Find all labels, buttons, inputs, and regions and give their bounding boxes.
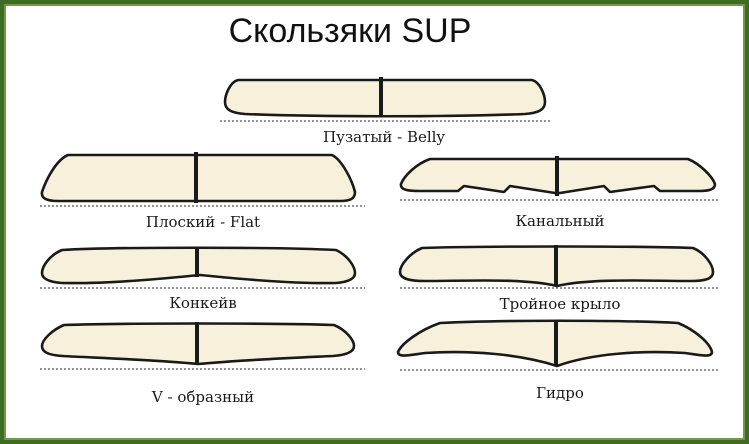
page-title: Скользяки SUP	[228, 12, 472, 50]
profile-flat: Плоский - Flat	[40, 152, 365, 231]
board-shape	[223, 78, 547, 118]
board-shape	[40, 153, 357, 203]
label-belly: Пузатый - Belly	[323, 128, 445, 146]
profile-hydro: Гидро	[396, 319, 720, 402]
profile-vee: V - образный	[40, 322, 365, 406]
label-channel: Канальный	[515, 212, 604, 230]
profile-triple-wing: Тройное крыло	[398, 245, 720, 313]
label-hydro: Гидро	[536, 384, 584, 402]
profile-belly: Пузатый - Belly	[220, 77, 550, 146]
label-concave: Конкейв	[169, 294, 236, 312]
profile-channel: Канальный	[399, 156, 720, 230]
label-flat: Плоский - Flat	[146, 213, 260, 231]
label-vee: V - образный	[151, 388, 254, 406]
label-triple-wing: Тройное крыло	[500, 295, 621, 313]
profile-concave: Конкейв	[40, 246, 365, 312]
